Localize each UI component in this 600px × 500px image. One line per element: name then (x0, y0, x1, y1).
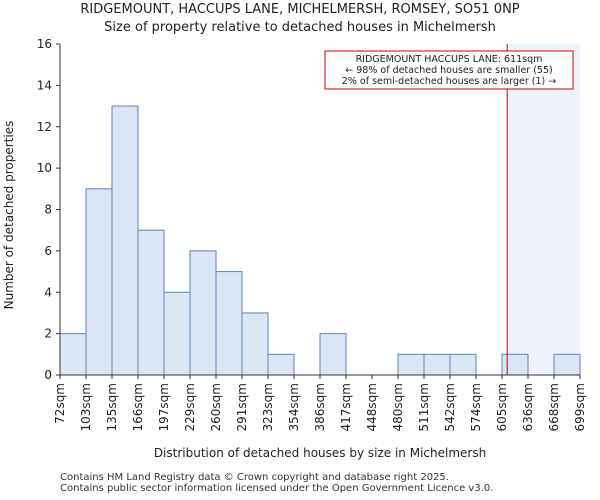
bar-103sqm (85, 188, 113, 376)
x-tick-label-605sqm: 605sqm (495, 383, 509, 431)
bar-197sqm (163, 291, 191, 376)
y-tick-label: 0 (44, 368, 52, 382)
x-tick-label-166sqm: 166sqm (131, 383, 145, 431)
highlight-band (507, 44, 580, 375)
bar-72sqm (59, 333, 87, 376)
y-tick-label: 10 (37, 161, 52, 175)
x-tick-label-354sqm: 354sqm (287, 383, 301, 431)
annotation-box: RIDGEMOUNT HACCUPS LANE: 611sqm ← 98% of… (324, 50, 574, 90)
bar-166sqm (137, 229, 165, 376)
x-tick-label-668sqm: 668sqm (547, 383, 561, 431)
bars-group (59, 105, 581, 376)
y-tick-label: 6 (44, 244, 52, 258)
bar-291sqm (241, 312, 269, 376)
bar-386sqm (319, 333, 347, 376)
y-axis-label: Number of detached properties (2, 121, 16, 310)
x-tick-label-542sqm: 542sqm (443, 383, 457, 431)
x-tick-label-72sqm: 72sqm (53, 383, 67, 424)
bar-323sqm (267, 353, 295, 376)
bar-135sqm (111, 105, 139, 376)
y-tick-label: 14 (37, 78, 52, 92)
x-tick-label-511sqm: 511sqm (417, 383, 431, 431)
bar-480sqm (397, 353, 425, 376)
bar-229sqm (189, 250, 217, 376)
x-tick-label-636sqm: 636sqm (521, 383, 535, 431)
chart-title: RIDGEMOUNT, HACCUPS LANE, MICHELMERSH, R… (80, 2, 520, 17)
bar-260sqm (215, 271, 243, 376)
footer-line-1: Contains HM Land Registry data © Crown c… (60, 472, 449, 483)
x-tick-label-417sqm: 417sqm (339, 383, 353, 431)
x-tick-label-135sqm: 135sqm (105, 383, 119, 431)
annotation-line-3: 2% of semi-detached houses are larger (1… (342, 76, 556, 87)
y-tick-label: 2 (44, 327, 52, 341)
x-tick-label-260sqm: 260sqm (209, 383, 223, 431)
x-tick-label-480sqm: 480sqm (391, 383, 405, 431)
bar-542sqm (449, 353, 477, 376)
bar-605sqm (501, 353, 529, 376)
x-tick-label-323sqm: 323sqm (261, 383, 275, 431)
footer-line-2: Contains public sector information licen… (60, 483, 494, 494)
bar-668sqm (553, 353, 581, 376)
y-ticks-group: 0 2 4 6 8 10 12 14 16 (37, 37, 60, 382)
x-tick-label-448sqm: 448sqm (365, 383, 379, 431)
y-tick-label: 4 (44, 285, 52, 299)
x-ticks-group: 72sqm 103sqm 135sqm 166sqm 197sqm 229sqm 260sq… (53, 375, 587, 431)
x-tick-label-229sqm: 229sqm (183, 383, 197, 431)
x-tick-label-699sqm: 699sqm (573, 383, 587, 431)
chart-subtitle: Size of property relative to detached ho… (104, 20, 496, 35)
x-tick-label-103sqm: 103sqm (79, 383, 93, 431)
x-axis-label: Distribution of detached houses by size … (154, 446, 486, 460)
annotation-line-1: RIDGEMOUNT HACCUPS LANE: 611sqm (356, 54, 543, 65)
y-tick-label: 8 (44, 203, 52, 217)
x-tick-label-386sqm: 386sqm (313, 383, 327, 431)
x-tick-label-291sqm: 291sqm (235, 383, 249, 431)
y-tick-label: 12 (37, 120, 52, 134)
y-tick-label: 16 (37, 37, 52, 51)
x-tick-label-574sqm: 574sqm (469, 383, 483, 431)
x-tick-label-197sqm: 197sqm (157, 383, 171, 431)
bar-511sqm (423, 353, 451, 376)
annotation-line-2: ← 98% of detached houses are smaller (55… (345, 65, 552, 76)
